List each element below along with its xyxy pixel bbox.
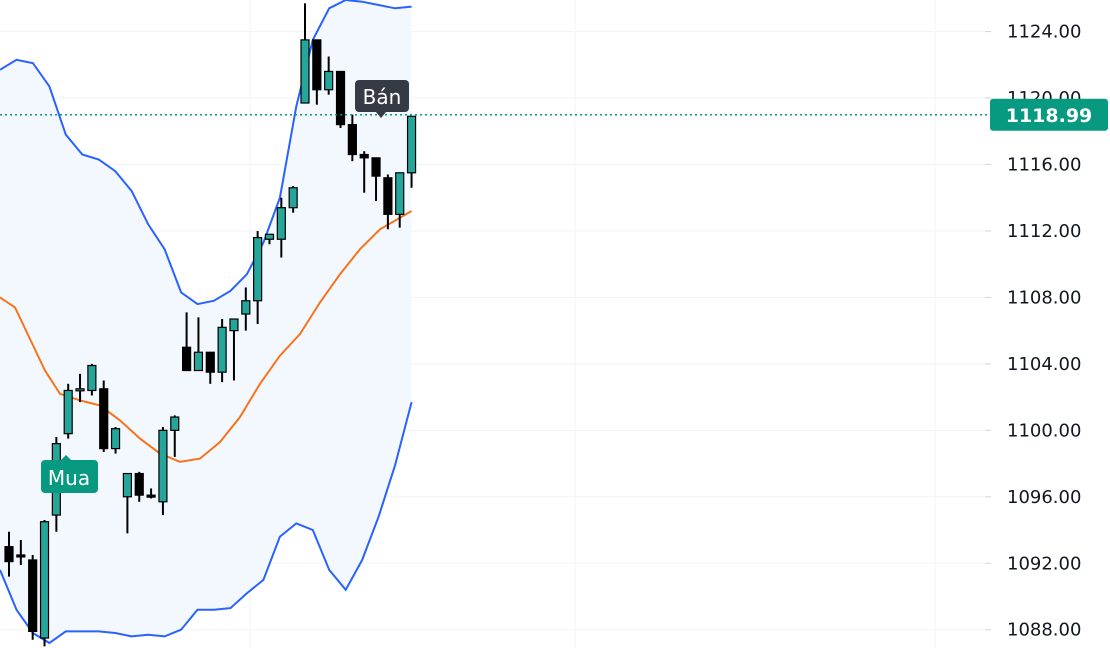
candle-body (312, 39, 322, 91)
axis-tick-label: 1088.00 (1007, 620, 1081, 641)
candle[interactable] (170, 415, 180, 457)
candle-body (146, 494, 156, 498)
candle-body (4, 546, 14, 563)
candle-body (347, 124, 357, 156)
sell-signal-label: Bán (355, 80, 409, 118)
sell-label-pointer (376, 112, 386, 118)
candle[interactable] (288, 186, 298, 213)
candle[interactable] (264, 233, 275, 245)
candle-body (134, 472, 144, 496)
candle-body (158, 429, 168, 503)
candle[interactable] (347, 114, 357, 162)
candle-body (371, 157, 381, 177)
candle-body (276, 207, 286, 240)
candle[interactable] (16, 540, 26, 565)
candle-body (99, 388, 109, 450)
candle[interactable] (205, 351, 215, 384)
candle-body (193, 351, 204, 372)
candle[interactable] (217, 319, 227, 383)
axis-tick-label: 1112.00 (1007, 221, 1081, 242)
last-price-tag[interactable]: 1118.99 (990, 98, 1108, 131)
candle-body (217, 326, 227, 373)
candle[interactable] (229, 318, 239, 381)
candle[interactable] (158, 427, 168, 516)
lower-band-line (0, 401, 413, 645)
candle[interactable] (39, 520, 50, 647)
candle-body (359, 153, 369, 159)
candle-body (241, 300, 251, 315)
candle-body (122, 472, 133, 498)
sell-label-text: Bán (363, 85, 402, 109)
basis-line (0, 210, 413, 463)
candle-body (75, 388, 85, 392)
band-fill (0, 0, 412, 643)
candle-body (63, 389, 73, 435)
candle[interactable] (146, 488, 156, 499)
candle[interactable] (276, 197, 286, 258)
candle-body (16, 554, 26, 558)
axis-tick-label: 1092.00 (1007, 553, 1081, 574)
candle[interactable] (253, 230, 263, 324)
candle[interactable] (406, 115, 417, 188)
axis-tick-label: 1100.00 (1007, 420, 1081, 441)
axis-tick-label: 1104.00 (1007, 354, 1081, 375)
signal-labels: Bán Mua (41, 80, 409, 493)
candle[interactable] (193, 317, 204, 372)
candle-body (28, 559, 38, 632)
candle-body (300, 39, 310, 104)
candle[interactable] (241, 287, 251, 331)
axis-tick-label: 1108.00 (1007, 287, 1081, 308)
candle[interactable] (122, 472, 133, 534)
candle[interactable] (75, 373, 85, 403)
candle[interactable] (300, 3, 310, 104)
candle[interactable] (63, 383, 73, 439)
buy-label-bg (41, 460, 98, 493)
candle-body (383, 177, 393, 215)
candle-body (324, 70, 334, 91)
candle-body (182, 346, 192, 372)
candle-body (110, 428, 121, 450)
candle[interactable] (4, 531, 14, 577)
candle-body (170, 416, 180, 431)
upper-band-line (0, 0, 412, 306)
candlesticks[interactable] (4, 3, 417, 647)
axis-tick-label: 1124.00 (1007, 22, 1081, 43)
candle[interactable] (99, 380, 109, 452)
candle[interactable] (371, 157, 381, 202)
candle-body (39, 521, 50, 639)
buy-label-pointer (60, 455, 72, 461)
candle[interactable] (324, 56, 334, 95)
candle[interactable] (110, 427, 121, 454)
candle-body (335, 70, 346, 126)
buy-label-text: Mua (48, 466, 90, 490)
sell-label-bg (355, 80, 409, 112)
candle[interactable] (395, 172, 405, 228)
buy-signal-label: Mua (41, 455, 98, 493)
candle-body (395, 172, 405, 215)
candle[interactable] (28, 554, 38, 640)
candle-body (264, 233, 275, 240)
bollinger-bands (0, 0, 413, 645)
candle[interactable] (87, 363, 97, 396)
candle-body (288, 187, 298, 209)
candle-body (229, 318, 239, 332)
candle[interactable] (335, 70, 346, 128)
candle-body (205, 351, 215, 373)
candle-body (87, 364, 97, 392)
candle[interactable] (182, 312, 192, 372)
last-price-tag-bg (990, 98, 1108, 131)
candle[interactable] (359, 151, 369, 193)
axis-tick-label: 1096.00 (1007, 487, 1081, 508)
axis-tick-label: 1116.00 (1007, 154, 1081, 175)
candle[interactable] (383, 174, 393, 230)
last-price-tag-label: 1118.99 (1006, 105, 1093, 127)
price-axis[interactable]: 1124.001120.001116.001112.001108.001104.… (985, 22, 1108, 641)
candle-body (253, 237, 263, 302)
candle[interactable] (312, 39, 322, 105)
candle[interactable] (134, 471, 144, 502)
candle-body (406, 115, 417, 174)
